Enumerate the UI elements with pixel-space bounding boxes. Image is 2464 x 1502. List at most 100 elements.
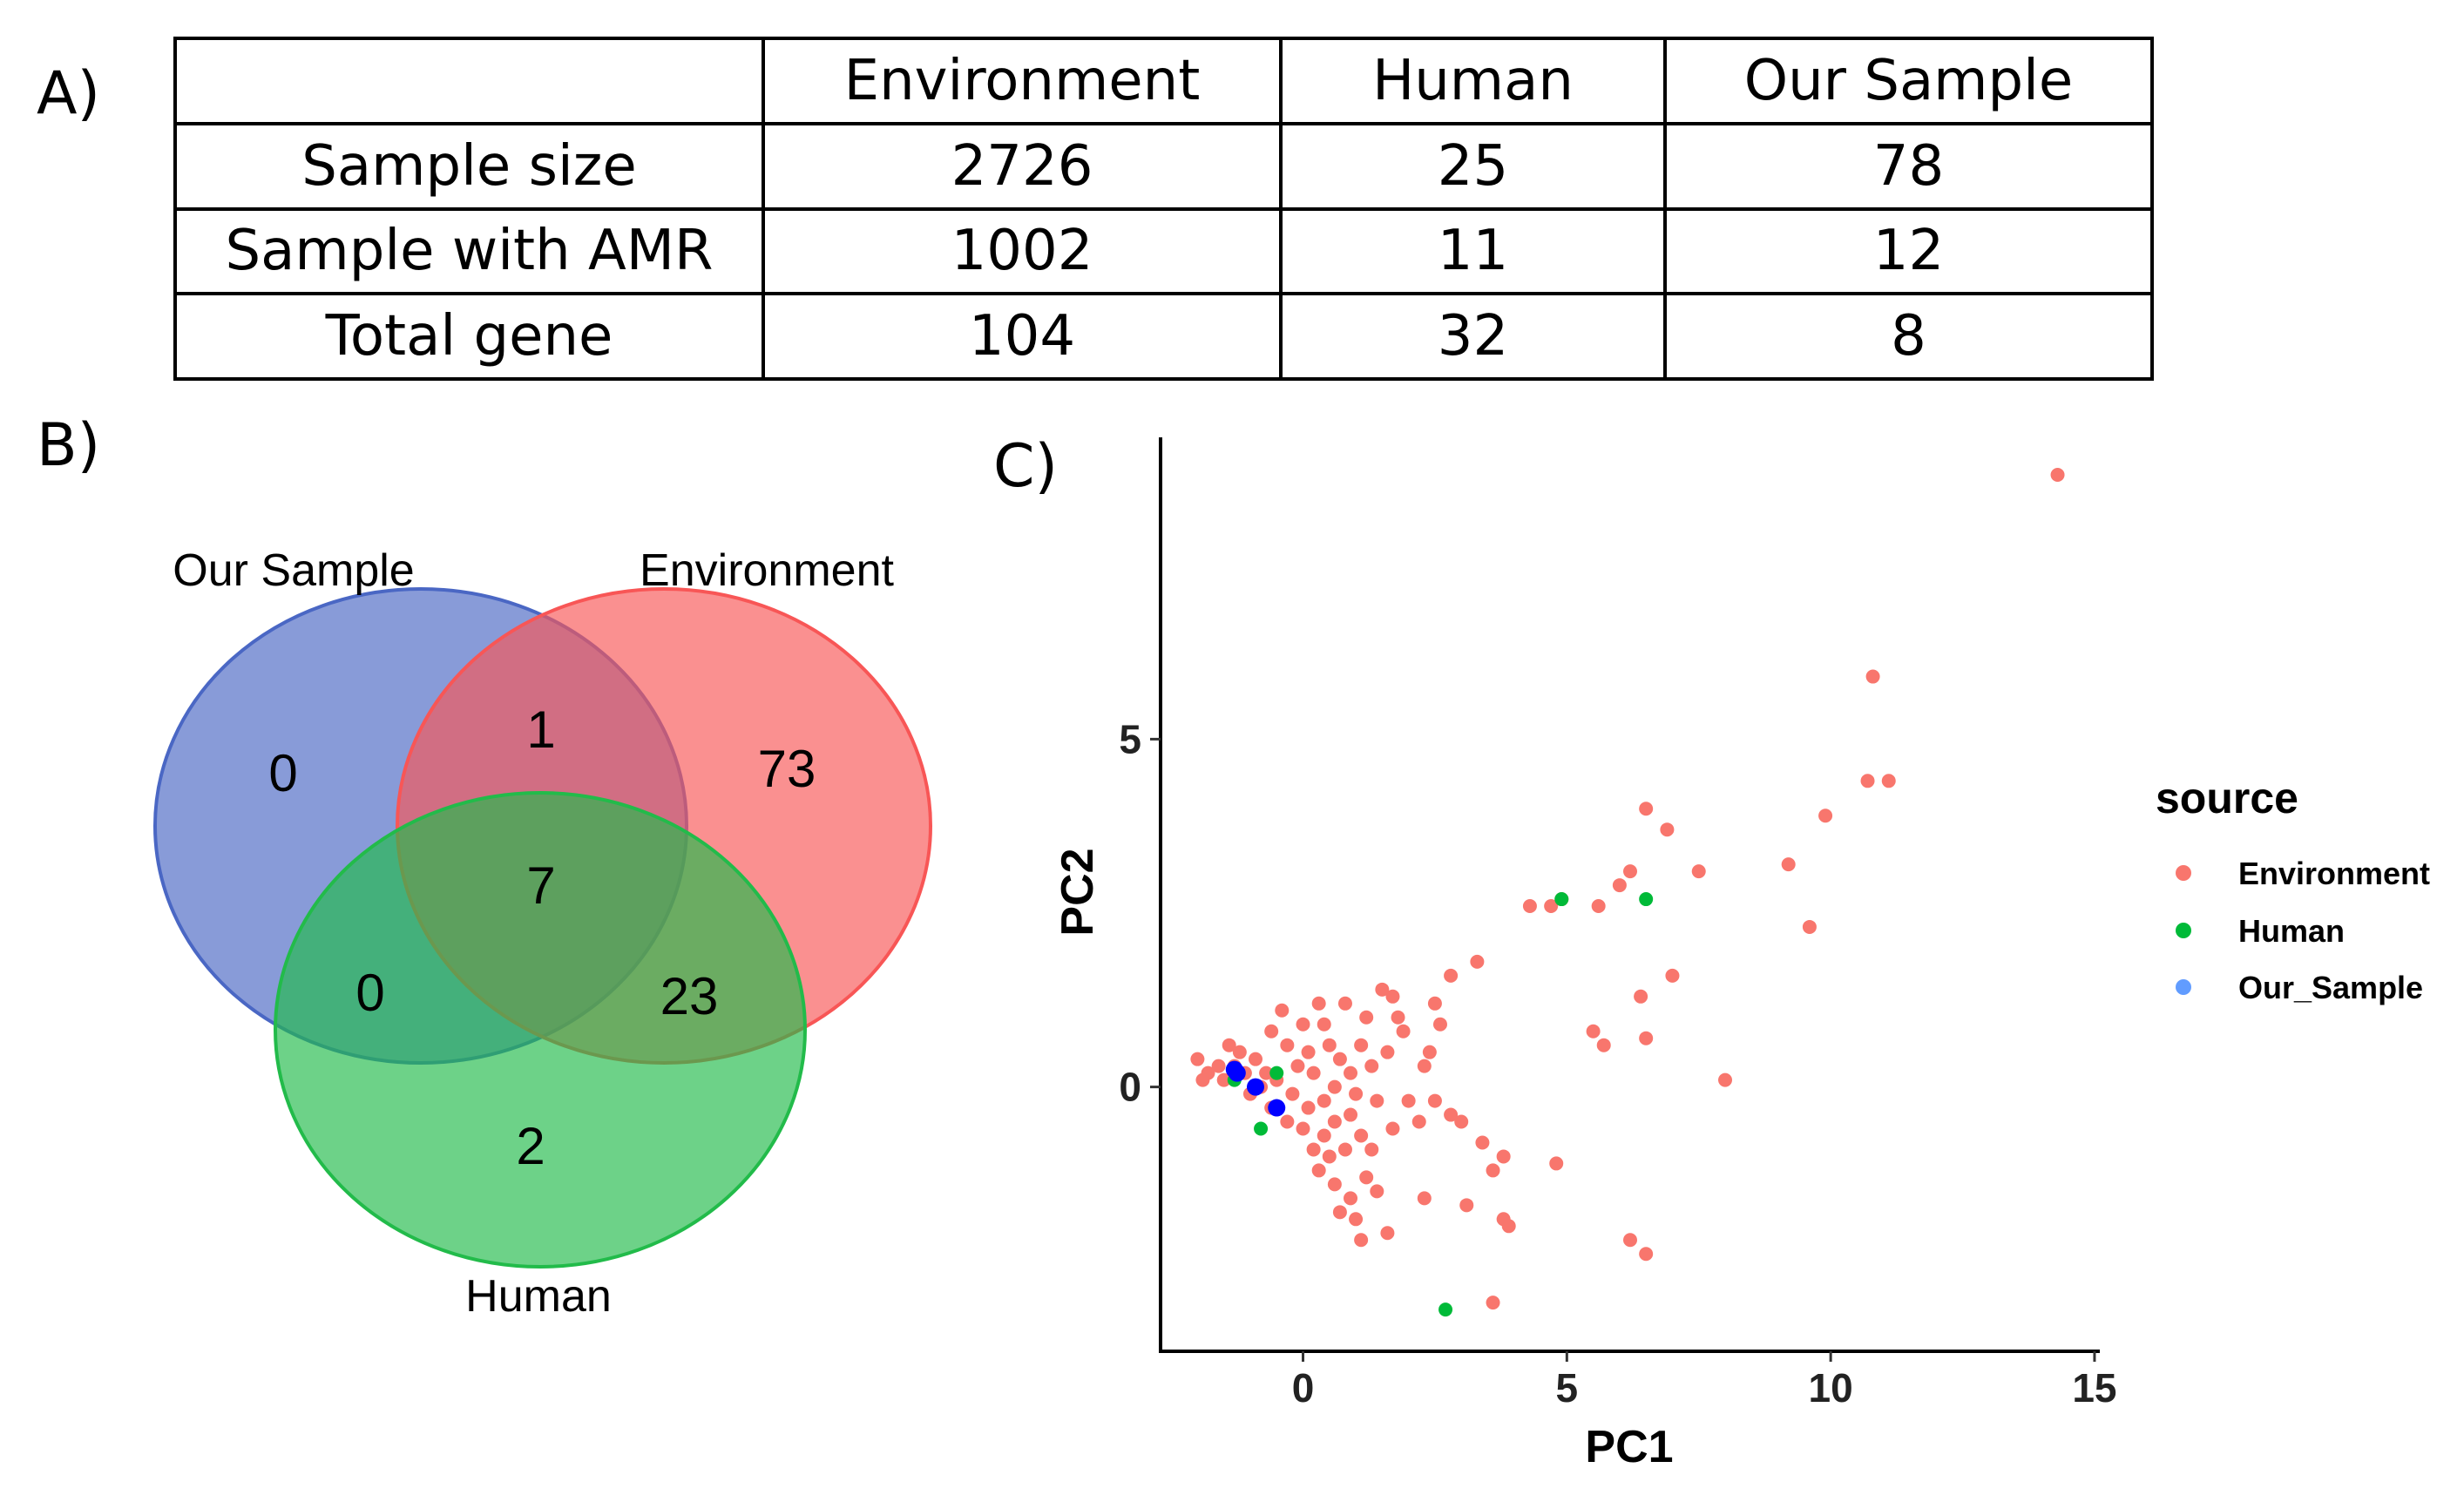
point-environment [1596, 1038, 1611, 1052]
point-environment [1544, 899, 1559, 914]
point-environment [1344, 1066, 1358, 1080]
table-cell: 78 [1663, 121, 2154, 211]
axis-ticks: 0 5 10 15 0 5 [1119, 716, 2116, 1411]
point-environment [1486, 1296, 1500, 1310]
point-environment [1380, 1226, 1395, 1241]
point-environment [1422, 1045, 1437, 1059]
point-environment [1639, 1031, 1654, 1045]
table-cell: 11 [1279, 206, 1667, 296]
panel-a-label: A) [37, 59, 101, 128]
venn-count-human-only: 2 [516, 1117, 545, 1175]
point-environment [1332, 1052, 1347, 1066]
table-header-row: Environment Human Our Sample [173, 37, 2154, 125]
point-environment [1354, 1233, 1369, 1248]
point-environment [1216, 1072, 1231, 1087]
point-environment [1332, 1205, 1347, 1220]
venn-diagram: Our Sample Environment Human 0 1 73 7 0 … [153, 545, 932, 1322]
venn-count-our-only: 0 [268, 744, 297, 802]
table-row: Sample size 2726 25 78 [173, 121, 2154, 211]
point-environment [1781, 857, 1796, 872]
point-environment [1349, 1086, 1364, 1101]
point-human [1554, 892, 1569, 907]
legend-key-our-sample [2176, 979, 2191, 995]
point-environment [1549, 1156, 1564, 1171]
table-cell: 25 [1279, 121, 1667, 211]
point-environment [1454, 1114, 1469, 1129]
table-row: Total gene 104 32 8 [173, 292, 2154, 381]
point-environment [1396, 1024, 1411, 1039]
point-environment [1264, 1024, 1279, 1039]
point-human [1639, 892, 1654, 907]
point-environment [1623, 1233, 1637, 1248]
point-environment [1311, 996, 1326, 1011]
point-environment [1411, 1114, 1426, 1129]
point-environment [1881, 774, 1896, 788]
point-environment [1385, 989, 1400, 1004]
legend-title: source [2156, 774, 2298, 822]
y-tick-label: 0 [1119, 1065, 1141, 1110]
point-environment [1337, 1142, 1352, 1157]
y-axis-title: PC2 [1053, 848, 1103, 936]
point-environment [1337, 996, 1352, 1011]
table-header-cell: Human [1279, 37, 1667, 125]
point-environment [1501, 1219, 1516, 1234]
point-environment [1459, 1198, 1474, 1213]
x-tick-label: 15 [2072, 1365, 2116, 1411]
x-axis-title: PC1 [1585, 1422, 1673, 1472]
point-environment [1370, 1184, 1384, 1199]
point-environment [1317, 1128, 1331, 1143]
point-environment [1427, 996, 1442, 1011]
point-environment [1586, 1024, 1601, 1039]
point-environment [1190, 1052, 1205, 1066]
table-row-label: Total gene [173, 292, 765, 381]
point-our-sample [1268, 1099, 1286, 1117]
point-environment [1370, 1093, 1384, 1108]
table-header-cell [173, 37, 765, 125]
point-environment [1802, 919, 1817, 934]
point-environment [1401, 1093, 1416, 1108]
point-environment [1591, 899, 1606, 914]
legend: source Environment Human Our_Sample [2156, 774, 2430, 1005]
point-environment [1322, 1038, 1337, 1052]
venn-label-our-sample: Our Sample [173, 545, 414, 596]
point-environment [1375, 982, 1390, 997]
point-environment [1359, 1010, 1374, 1025]
point-environment [1444, 1107, 1459, 1122]
table-cell: 8 [1663, 292, 2154, 381]
table-cell: 104 [762, 292, 1283, 381]
point-environment [1280, 1114, 1295, 1129]
point-environment [1496, 1149, 1511, 1164]
point-environment [1296, 1121, 1310, 1136]
point-environment [1222, 1038, 1236, 1052]
legend-key-human [2176, 923, 2191, 938]
point-environment [1612, 878, 1627, 893]
point-environment [1327, 1114, 1342, 1129]
point-environment [1380, 1045, 1395, 1059]
point-environment [1311, 1163, 1326, 1178]
point-environment [1306, 1142, 1321, 1157]
point-environment [1285, 1086, 1300, 1101]
point-environment [1623, 864, 1637, 879]
point-environment [1232, 1045, 1247, 1059]
point-environment [1359, 1170, 1374, 1185]
point-environment [1639, 1247, 1654, 1262]
table-cell: 12 [1663, 206, 2154, 296]
point-human [1254, 1121, 1269, 1136]
panel-c-label: C) [993, 432, 1059, 501]
point-environment [1860, 774, 1875, 788]
point-environment [1444, 968, 1459, 983]
point-our-sample [1247, 1078, 1265, 1096]
venn-count-our-env: 1 [526, 700, 555, 759]
pca-scatter-plot: 0 5 10 15 0 5 PC1 PC2 [1053, 437, 2117, 1472]
venn-count-env-human: 23 [660, 967, 719, 1025]
point-environment [1349, 1212, 1364, 1227]
amr-summary-table: Environment Human Our Sample Sample size… [173, 37, 2154, 381]
table-row-label: Sample size [173, 121, 765, 211]
table-cell: 1002 [762, 206, 1283, 296]
point-human [1269, 1066, 1284, 1080]
point-environment [1364, 1059, 1379, 1073]
table-row-label: Sample with AMR [173, 206, 765, 296]
point-environment [1385, 1121, 1400, 1136]
point-our-sample [1228, 1064, 1246, 1082]
